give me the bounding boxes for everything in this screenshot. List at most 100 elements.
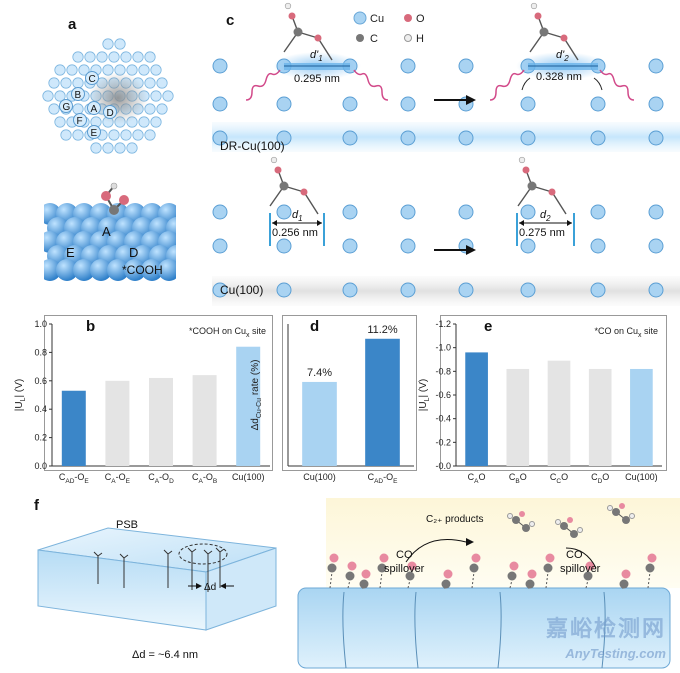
site-atom-a bbox=[87, 101, 101, 115]
x-tick-label: CA-OB bbox=[192, 472, 217, 485]
side-site-a: A bbox=[102, 224, 111, 239]
panel-e-chart: -1.2 -1.0 -0.8 -0.6 -0.4 -0.2 -0.0 CAO CBO CCO CDO… bbox=[418, 319, 662, 485]
surface-atom bbox=[54, 90, 66, 102]
side-cu-atom bbox=[73, 259, 95, 281]
d1-prime-value: 0.295 nm bbox=[294, 73, 340, 85]
cu-atom bbox=[400, 96, 416, 112]
surface-atom bbox=[150, 116, 162, 128]
bar bbox=[105, 380, 130, 466]
y-tick-label: 0.0 bbox=[34, 461, 47, 471]
co-adsorbate bbox=[619, 569, 631, 589]
delta-d-label: Δd bbox=[204, 582, 216, 593]
bar bbox=[547, 360, 571, 466]
cu-atom bbox=[342, 238, 358, 254]
bar bbox=[588, 368, 612, 466]
cu-atom bbox=[590, 238, 606, 254]
y-tick-label: -0.4 bbox=[435, 414, 451, 424]
side-cu-atom bbox=[141, 259, 163, 281]
c2-product-molecule bbox=[507, 511, 535, 532]
surface-atom bbox=[84, 51, 96, 63]
cu-atom bbox=[212, 58, 228, 74]
site-label-a: A bbox=[91, 104, 98, 115]
surface-atom bbox=[144, 51, 156, 63]
x-tick-label: CAD-OE bbox=[368, 472, 399, 485]
x-tick-label: CAO bbox=[468, 472, 486, 485]
legend-o: O bbox=[416, 13, 425, 25]
surface-atom bbox=[102, 38, 114, 50]
chart-annotation: *COOH on Cux site bbox=[189, 326, 266, 339]
site-atom-e bbox=[87, 125, 101, 139]
cu-atom bbox=[590, 282, 606, 298]
x-tick-label: CAD-OE bbox=[59, 472, 90, 485]
panel-d-letter: d bbox=[310, 318, 320, 335]
surface-atom bbox=[72, 129, 84, 141]
y-tick-label: 0.6 bbox=[34, 376, 47, 386]
surface-atom bbox=[60, 129, 72, 141]
side-cu-atom bbox=[90, 259, 112, 281]
surface-atom bbox=[96, 51, 108, 63]
cu-atom bbox=[648, 238, 664, 254]
surface-atom bbox=[138, 116, 150, 128]
watermark-cn: 嘉峪检测网 bbox=[545, 616, 666, 641]
d2-prime-value: 0.328 nm bbox=[536, 71, 582, 83]
surface-atom bbox=[156, 77, 168, 89]
surface-atom bbox=[150, 90, 162, 102]
c2-product-molecule bbox=[555, 517, 583, 538]
cu-atom bbox=[520, 96, 536, 112]
co-adsorbate bbox=[327, 553, 339, 589]
cu-atom bbox=[276, 130, 292, 146]
y-tick-label: -1.0 bbox=[435, 343, 451, 353]
adsorbate-label: *COOH bbox=[122, 263, 163, 277]
side-cu-atom bbox=[107, 259, 129, 281]
legend-h: H bbox=[416, 33, 424, 45]
cu-atom bbox=[648, 96, 664, 112]
side-cu-atom bbox=[56, 259, 78, 281]
c2-product-molecule bbox=[607, 503, 635, 524]
co-adsorbate bbox=[507, 561, 519, 589]
surface-atom bbox=[72, 77, 84, 89]
legend-c: C bbox=[370, 33, 378, 45]
panel-b-letter: b bbox=[86, 318, 96, 335]
surface-atom bbox=[120, 51, 132, 63]
cu-atom bbox=[276, 96, 292, 112]
x-tick-label: CCO bbox=[550, 472, 568, 485]
cu-atom bbox=[520, 204, 536, 220]
cu-atom bbox=[342, 204, 358, 220]
bar bbox=[302, 381, 337, 466]
panel-c-legend: Cu O C H bbox=[353, 11, 425, 45]
co-label-2: CO bbox=[566, 549, 583, 561]
cu-atom bbox=[648, 204, 664, 220]
x-tick-label: Cu(100) bbox=[232, 472, 265, 482]
co-adsorbate bbox=[583, 561, 595, 589]
cu-atom bbox=[400, 204, 416, 220]
surface-atom bbox=[102, 142, 114, 154]
cooh-adsorbate bbox=[283, 2, 333, 61]
surface-atom bbox=[144, 129, 156, 141]
surface-atom bbox=[144, 77, 156, 89]
cu100-label: Cu(100) bbox=[220, 283, 263, 297]
cooh-molecule bbox=[101, 182, 129, 215]
cu-atom bbox=[400, 130, 416, 146]
bar bbox=[506, 368, 530, 466]
surface-atom bbox=[162, 90, 174, 102]
surface-atom bbox=[60, 77, 72, 89]
cu-atom bbox=[342, 96, 358, 112]
co-adsorbate bbox=[645, 553, 657, 589]
panel-a-side-view: A D E *COOH bbox=[44, 172, 176, 282]
bar bbox=[149, 377, 173, 466]
surface-atom bbox=[156, 103, 168, 115]
y-tick-label: -0.8 bbox=[435, 366, 451, 376]
cu-atom bbox=[400, 282, 416, 298]
site-atom-b bbox=[71, 87, 85, 101]
cooh-adsorbate bbox=[529, 2, 579, 61]
dr-cu-label: DR-Cu(100) bbox=[220, 139, 285, 153]
bar bbox=[236, 346, 261, 466]
y-axis-title: |UL| (V) bbox=[418, 379, 431, 411]
spillover-label-1: spillover bbox=[384, 563, 425, 575]
psb-label: PSB bbox=[116, 519, 138, 531]
side-cu-atom bbox=[158, 259, 176, 281]
cu-atom bbox=[400, 238, 416, 254]
x-tick-label: CDO bbox=[591, 472, 609, 485]
cu-atom bbox=[458, 282, 474, 298]
